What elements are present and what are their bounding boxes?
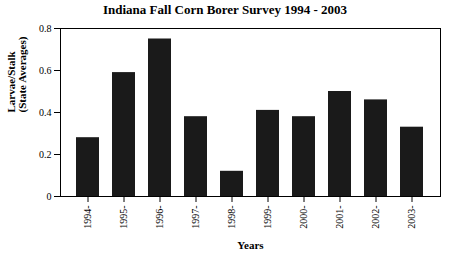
svg-text:1999-: 1999-: [262, 206, 273, 229]
svg-text:0.4: 0.4: [39, 107, 52, 118]
svg-text:2003-: 2003-: [406, 206, 417, 229]
svg-text:1995-: 1995-: [118, 206, 129, 229]
html-text:Indiana Fall Corn Borer Survey: Indiana Fall Corn Borer Survey 1994 - 20…: [103, 2, 347, 17]
svg-text:1997-: 1997-: [190, 206, 201, 229]
svg-text:2002-: 2002-: [370, 206, 381, 229]
svg-text:Years: Years: [237, 239, 264, 251]
svg-text:1996-: 1996-: [154, 206, 165, 229]
svg-text:0.8: 0.8: [39, 23, 52, 34]
svg-text:Larvae/Stalk(State Averages): Larvae/Stalk(State Averages): [5, 36, 29, 112]
svg-text:1998-: 1998-: [226, 206, 237, 229]
svg-text:0.6: 0.6: [39, 65, 52, 76]
svg-text:0: 0: [47, 191, 52, 202]
svg-text:0.2: 0.2: [39, 149, 52, 160]
svg-text:1994-: 1994-: [82, 206, 93, 229]
svg-text:2001-: 2001-: [334, 206, 345, 229]
svg-text:2000-: 2000-: [298, 206, 309, 229]
